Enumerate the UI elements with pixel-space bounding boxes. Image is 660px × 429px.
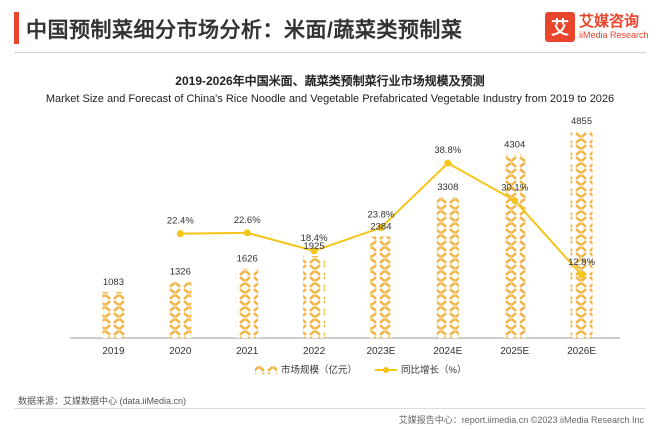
title-accent-bar xyxy=(14,12,19,44)
logo-mark-icon: 艾 xyxy=(545,12,575,42)
page-title: 中国预制菜细分市场分析：米面/蔬菜类预制菜 xyxy=(26,19,463,42)
bar-2024E xyxy=(436,197,459,338)
growth-point-2021 xyxy=(243,229,251,237)
bar-value-label-2020: 1326 xyxy=(170,267,191,278)
logo-name-cn: 艾媒咨询 xyxy=(579,13,640,30)
bar-2026E xyxy=(570,131,593,338)
x-tick-label-2019: 2019 xyxy=(102,346,125,357)
chart-title: 2019-2026年中国米面、蔬菜类预制菜行业市场规模及预测 xyxy=(175,74,485,88)
growth-point-2022 xyxy=(310,247,318,255)
bar-2025E xyxy=(503,154,526,338)
x-tick-label-2021: 2021 xyxy=(236,346,259,357)
growth-point-2026E xyxy=(578,271,586,279)
growth-value-label-2020: 22.4% xyxy=(167,216,194,227)
bar-2023E xyxy=(369,236,392,338)
footer-copyright: 艾媒报告中心：report.iimedia.cn ©2023 iiMedia R… xyxy=(398,415,644,425)
growth-value-label-2025E: 30.1% xyxy=(501,183,528,194)
x-tick-label-2023E: 2023E xyxy=(366,346,395,357)
legend-line-label: 同比增长（%） xyxy=(401,364,466,376)
data-source: 数据来源：艾媒数据中心 (data.iiMedia.cn) xyxy=(18,396,187,406)
chart-subtitle: Market Size and Forecast of China's Rice… xyxy=(45,93,615,105)
bar-value-label-2019: 1083 xyxy=(103,277,124,288)
bar-value-label-2022: 1925 xyxy=(303,241,324,252)
growth-point-2025E xyxy=(511,197,519,205)
growth-value-label-2021: 22.6% xyxy=(234,215,261,226)
legend-line-marker xyxy=(383,367,389,373)
bar-value-label-2026E: 4855 xyxy=(571,116,592,127)
x-tick-label-2026E: 2026E xyxy=(567,346,596,357)
logo-text: 艾媒咨询 iiMedia Research xyxy=(579,14,649,40)
x-tick-label-2022: 2022 xyxy=(303,346,326,357)
legend-bar-label: 市场规模（亿元） xyxy=(281,364,357,376)
logo-name-en: iiMedia Research xyxy=(579,30,649,40)
growth-value-label-2024E: 38.8% xyxy=(434,145,461,156)
bar-2021 xyxy=(236,268,259,338)
x-tick-label-2024E: 2024E xyxy=(433,346,462,357)
growth-value-label-2026E: 12.8% xyxy=(568,257,595,268)
growth-point-2020 xyxy=(176,230,184,238)
brand-logo: 艾 艾媒咨询 iiMedia Research xyxy=(545,12,649,42)
legend-bar-swatch xyxy=(255,366,277,374)
x-tick-label-2025E: 2025E xyxy=(500,346,529,357)
bar-value-label-2024E: 3308 xyxy=(437,182,458,193)
growth-point-2024E xyxy=(444,159,452,167)
bar-value-label-2023E: 2384 xyxy=(370,221,391,232)
bar-2020 xyxy=(169,281,192,338)
bar-2022 xyxy=(303,255,326,338)
growth-value-label-2022: 18.4% xyxy=(301,233,328,244)
growth-value-label-2023E: 23.8% xyxy=(367,210,394,221)
growth-point-2023E xyxy=(377,224,385,232)
bar-2019 xyxy=(102,291,125,338)
header-divider xyxy=(14,52,646,53)
footer-divider xyxy=(14,408,646,409)
bar-value-label-2021: 1626 xyxy=(237,254,258,265)
x-tick-label-2020: 2020 xyxy=(169,346,192,357)
bar-value-label-2025E: 4304 xyxy=(504,140,525,151)
